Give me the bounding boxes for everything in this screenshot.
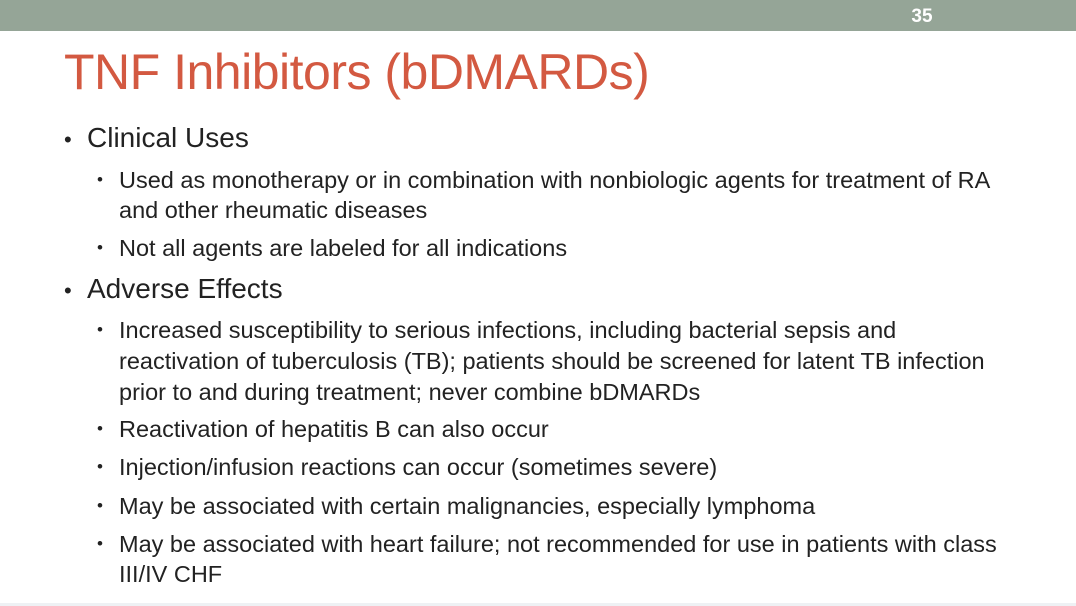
list-item-text: Increased susceptibility to serious infe… xyxy=(119,317,985,405)
list-item-text: Not all agents are labeled for all indic… xyxy=(119,235,568,261)
bullet-icon: • xyxy=(97,419,103,438)
list-item: • Used as monotherapy or in combination … xyxy=(97,165,1027,225)
list-item-text: May be associated with heart failure; no… xyxy=(119,531,997,587)
slide-title: TNF Inhibitors (bDMARDs) xyxy=(64,44,650,100)
section-heading-label: Clinical Uses xyxy=(87,122,249,153)
bullet-icon: • xyxy=(97,170,103,189)
bullet-icon: • xyxy=(97,320,103,339)
slide-header-bar: 35 xyxy=(0,0,1076,31)
list-item: • Injection/infusion reactions can occur… xyxy=(97,452,1027,482)
list-item-text: May be associated with certain malignanc… xyxy=(119,493,816,519)
bullet-icon: • xyxy=(97,457,103,476)
list-item-text: Reactivation of hepatitis B can also occ… xyxy=(119,416,549,442)
list-item: • Increased susceptibility to serious in… xyxy=(97,315,997,408)
list-item: • May be associated with certain maligna… xyxy=(97,491,1027,521)
bullet-icon: • xyxy=(64,278,72,303)
slide-bottom-edge xyxy=(0,603,1076,606)
bullet-icon: • xyxy=(97,496,103,515)
bullet-icon: • xyxy=(64,127,72,152)
list-item-text: Used as monotherapy or in combination wi… xyxy=(119,167,989,223)
bullet-icon: • xyxy=(97,534,103,553)
list-item: • Reactivation of hepatitis B can also o… xyxy=(97,414,1027,444)
bullet-icon: • xyxy=(97,238,103,257)
slide-number: 35 xyxy=(911,6,933,27)
section-heading-adverse-effects: • Adverse Effects xyxy=(64,273,283,307)
list-item: • May be associated with heart failure; … xyxy=(97,529,1027,589)
section-heading-clinical-uses: • Clinical Uses xyxy=(64,122,249,156)
section-heading-label: Adverse Effects xyxy=(87,273,283,304)
list-item-text: Injection/infusion reactions can occur (… xyxy=(119,454,718,480)
list-item: • Not all agents are labeled for all ind… xyxy=(97,233,1027,263)
